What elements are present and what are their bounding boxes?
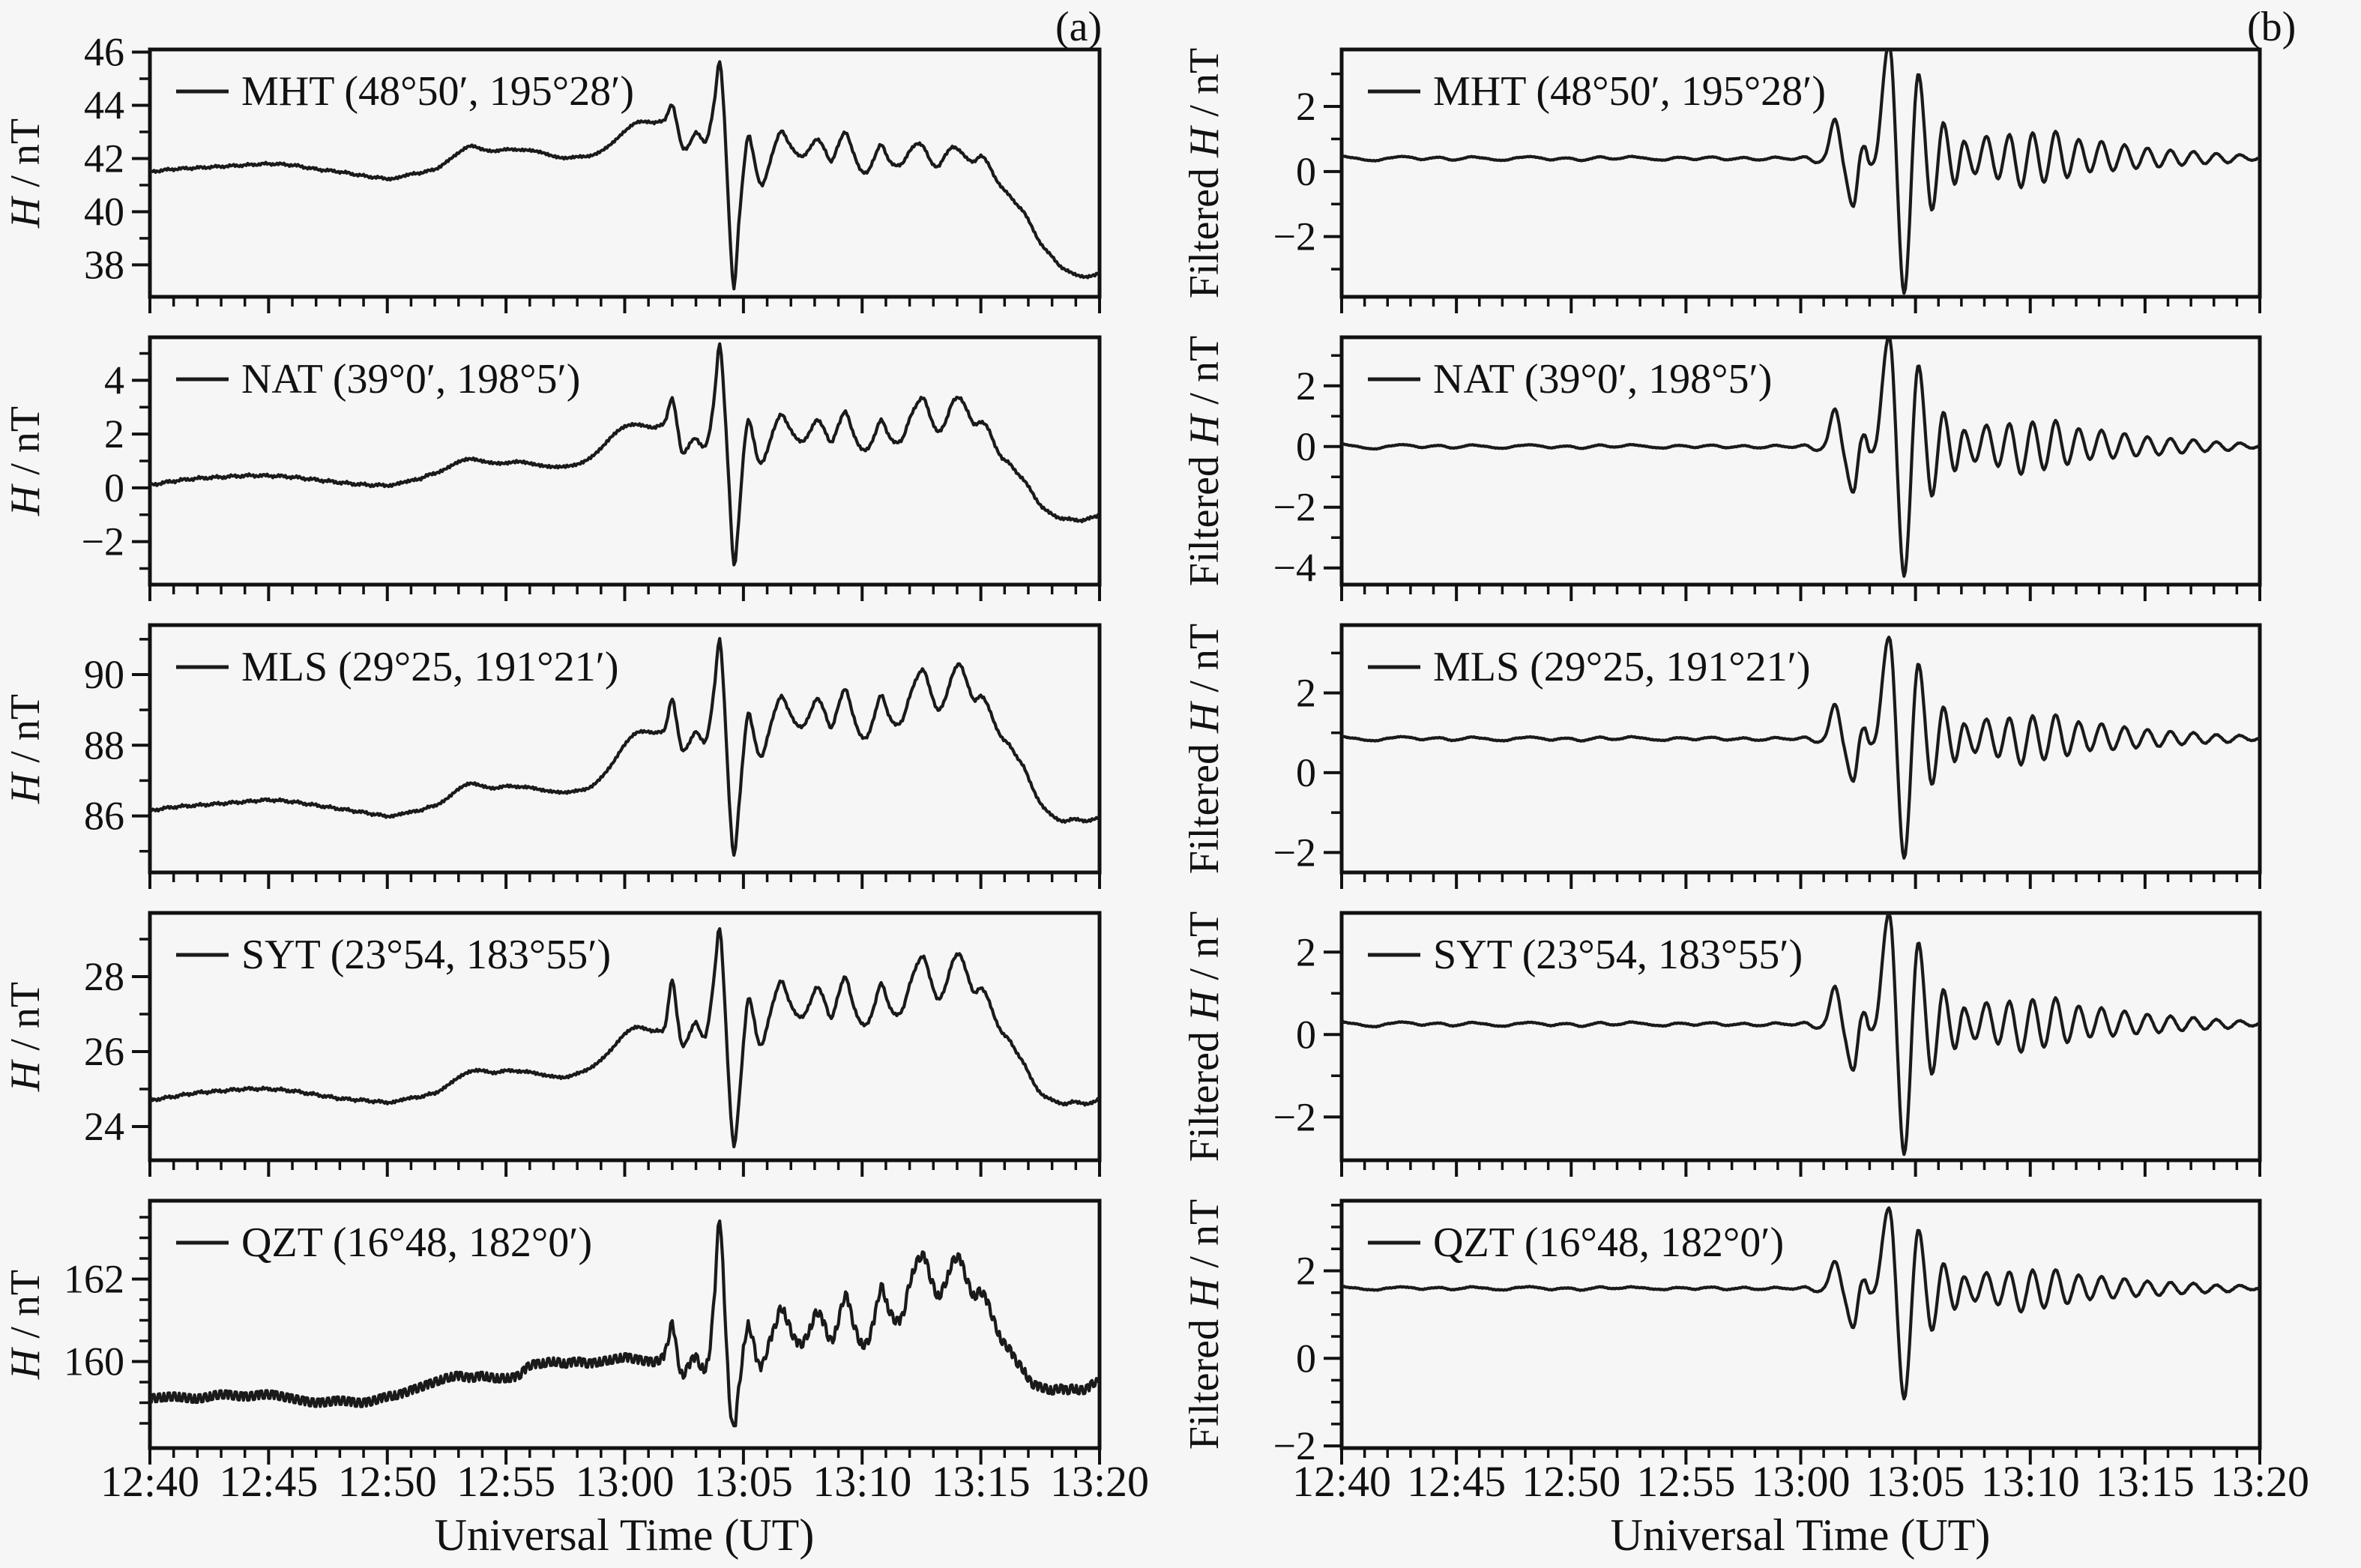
x-tick-label: 12:45 <box>1407 1457 1506 1506</box>
y-tick-label: 0 <box>104 465 124 510</box>
y-axis-title: Filtered H / nT <box>1181 624 1228 874</box>
panel-b-mht: 2 0 −2 MHT (48°50′, 195°28′) Filtered H / nT <box>1181 47 2262 313</box>
y-tick-label: −2 <box>1273 830 1316 875</box>
trace-a-nat <box>150 342 1100 567</box>
y-tick-label: 90 <box>84 652 124 697</box>
y-tick-label: 28 <box>84 954 124 999</box>
legend-label: QZT (16°48, 182°0′) <box>241 1219 592 1266</box>
panel-a-syt: 28 26 24 SYT (23°54, 183°55′) H / nT <box>2 911 1102 1177</box>
y-axis-title: H / nT <box>2 406 49 516</box>
y-tick-label: 46 <box>84 30 124 75</box>
y-axis-title: Filtered H / nT <box>1181 48 1228 298</box>
legend-label: MHT (48°50′, 195°28′) <box>1433 68 1826 115</box>
trace-a-syt <box>150 926 1100 1149</box>
legend-label: NAT (39°0′, 198°5′) <box>241 356 580 402</box>
x-tick-label: 12:40 <box>100 1457 199 1506</box>
panel-a-nat: 4 2 0 −2 NAT (39°0′, 198°5′) H / nT <box>2 335 1102 601</box>
x-tick-label: 12:55 <box>1636 1457 1735 1506</box>
x-tick-label: 13:00 <box>575 1457 674 1506</box>
legend-label: MLS (29°25, 191°21′) <box>241 644 618 690</box>
panel-a-mht: 46 44 42 40 38 MHT (48°50′, 195°28′) H / nT <box>2 30 1102 313</box>
panel-a-qzt: 162 160 QZT (16°48, 182°0′) H / nT 12:40 12:4… <box>2 1198 1149 1506</box>
y-tick-label: 4 <box>104 358 124 402</box>
trace-b-nat <box>1342 337 2260 578</box>
legend-label: MHT (48°50′, 195°28′) <box>241 68 634 115</box>
y-tick-label: 40 <box>84 189 124 234</box>
x-tick-label: 12:55 <box>456 1457 555 1506</box>
trace-b-syt <box>1342 913 2260 1157</box>
trace-a-mht <box>150 60 1100 291</box>
y-tick-label: −2 <box>1273 214 1316 259</box>
y-tick-label: 2 <box>1296 670 1316 715</box>
x-axis-title-a: Universal Time (UT) <box>434 1510 815 1560</box>
y-axis-title: H / nT <box>2 694 49 804</box>
x-tick-label: 12:45 <box>219 1457 318 1506</box>
x-tick-label: 13:20 <box>2210 1457 2309 1506</box>
x-tick-label: 13:10 <box>812 1457 911 1506</box>
panel-a-mls: 90 88 86 MLS (29°25, 191°21′) H / nT <box>2 623 1102 889</box>
x-tick-label: 13:05 <box>1866 1457 1965 1506</box>
x-tick-label: 12:50 <box>1522 1457 1620 1506</box>
y-tick-label: 2 <box>1296 364 1316 408</box>
legend-label: SYT (23°54, 183°55′) <box>241 932 611 978</box>
y-tick-label: 44 <box>84 83 124 128</box>
panel-b-qzt: 2 0 −2 QZT (16°48, 182°0′) Filtered H / nT 12… <box>1181 1198 2309 1506</box>
y-tick-label: 0 <box>1296 1012 1316 1057</box>
legend-label: MLS (29°25, 191°21′) <box>1433 644 1810 690</box>
legend-label: NAT (39°0′, 198°5′) <box>1433 356 1772 402</box>
y-tick-label: −2 <box>1273 1094 1316 1139</box>
legend-label: QZT (16°48, 182°0′) <box>1433 1219 1784 1266</box>
y-axis-title: Filtered H / nT <box>1181 911 1228 1162</box>
figure-column-b: 2 0 −2 MHT (48°50′, 195°28′) Filtered H / nT… <box>1181 47 2309 1506</box>
y-axis-title: Filtered H / nT <box>1181 336 1228 586</box>
y-tick-label: 24 <box>84 1104 124 1149</box>
y-tick-label: 26 <box>84 1029 124 1074</box>
trace-b-qzt <box>1342 1206 2260 1401</box>
panel-b-nat: 2 0 −2 −4 NAT (39°0′, 198°5′) Filtered H / nT <box>1181 335 2262 601</box>
trace-a-mls <box>150 636 1100 857</box>
trace-b-mls <box>1342 635 2260 860</box>
y-tick-label: −4 <box>1273 546 1316 591</box>
x-tick-label: 13:15 <box>932 1457 1031 1506</box>
y-tick-label: 2 <box>1296 1248 1316 1293</box>
trace-b-mht <box>1342 49 2260 295</box>
y-tick-label: 0 <box>1296 149 1316 194</box>
trace-a-qzt <box>150 1219 1100 1428</box>
panel-b-syt: 2 0 −2 SYT (23°54, 183°55′) Filtered H / nT <box>1181 911 2262 1177</box>
y-tick-label: 2 <box>1296 84 1316 129</box>
y-axis-title: H / nT <box>2 982 49 1092</box>
y-tick-label: −2 <box>1273 485 1316 530</box>
x-axis-title-b: Universal Time (UT) <box>1610 1510 1991 1560</box>
subplot-label-a: (a) <box>1055 4 1103 50</box>
y-tick-label: 0 <box>1296 1336 1316 1381</box>
x-tick-label: 13:10 <box>1981 1457 2080 1506</box>
y-tick-label: 0 <box>1296 424 1316 469</box>
y-axis-title: Filtered H / nT <box>1181 1199 1228 1450</box>
y-tick-label: 88 <box>84 723 124 768</box>
x-tick-label: 12:40 <box>1292 1457 1391 1506</box>
x-tick-label: 13:20 <box>1050 1457 1149 1506</box>
y-tick-label: 160 <box>64 1339 124 1384</box>
y-tick-label: 162 <box>64 1257 124 1302</box>
x-tick-label: 12:50 <box>338 1457 437 1506</box>
y-tick-label: 86 <box>84 794 124 839</box>
x-tick-label: 13:15 <box>2096 1457 2195 1506</box>
y-tick-label: 2 <box>1296 929 1316 974</box>
y-tick-label: −2 <box>82 519 124 564</box>
y-axis-title: H / nT <box>2 1270 49 1380</box>
y-axis-title: H / nT <box>2 118 49 229</box>
x-tick-label: 13:05 <box>694 1457 793 1506</box>
y-tick-label: 38 <box>84 242 124 287</box>
subplot-label-b: (b) <box>2247 4 2297 50</box>
y-tick-label: −2 <box>1273 1423 1316 1468</box>
y-tick-label: 2 <box>104 411 124 456</box>
y-tick-label: 0 <box>1296 750 1316 795</box>
y-tick-label: 42 <box>84 136 124 181</box>
legend-label: SYT (23°54, 183°55′) <box>1433 932 1803 978</box>
panel-b-mls: 2 0 −2 MLS (29°25, 191°21′) Filtered H / nT <box>1181 623 2262 889</box>
x-tick-label: 13:00 <box>1751 1457 1850 1506</box>
